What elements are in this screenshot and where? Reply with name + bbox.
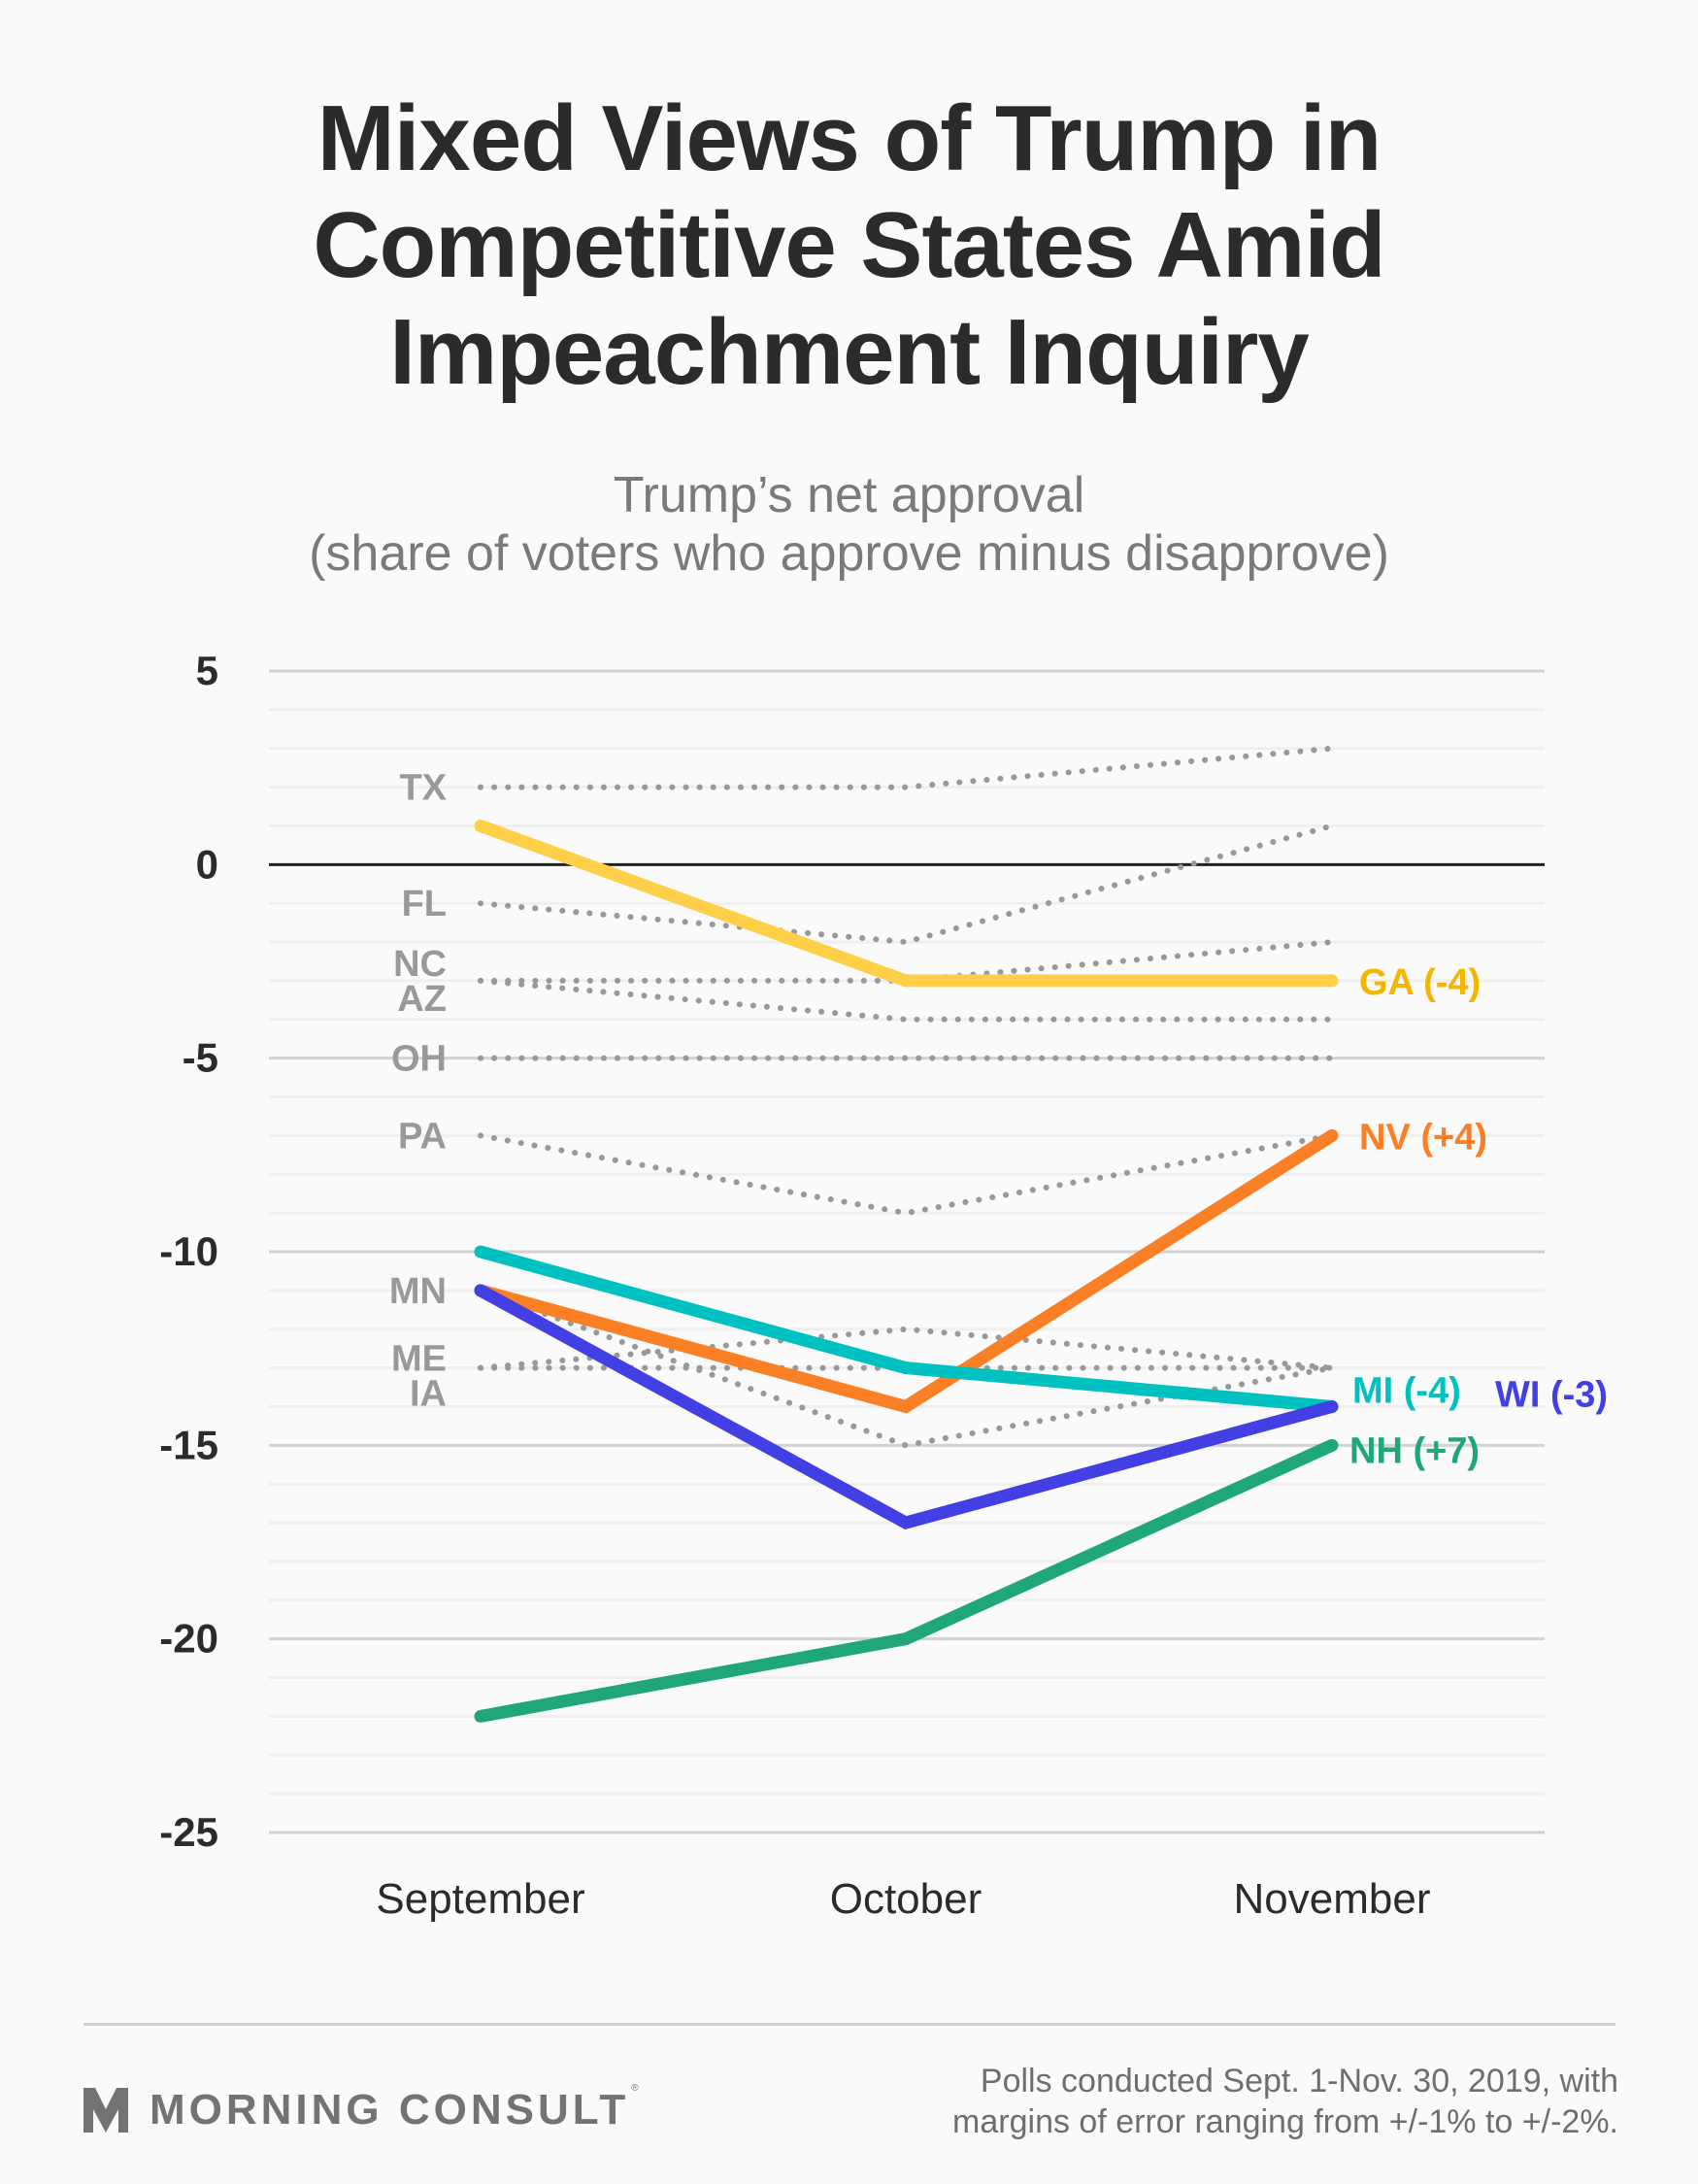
footer-divider <box>83 2023 1615 2026</box>
y-tick-label: -25 <box>159 1809 218 1855</box>
series-end-label-nv: NV (+4) <box>1359 1117 1487 1158</box>
title-line: Impeachment Inquiry <box>389 300 1310 404</box>
series-line-fl <box>478 823 1335 946</box>
series-label-mn: MN <box>389 1271 447 1312</box>
title-line: Competitive States Amid <box>313 193 1385 297</box>
y-tick-label: -15 <box>159 1422 218 1467</box>
note-line: margins of error ranging from +/-1% to +… <box>952 2103 1618 2140</box>
series-line-nv <box>474 1128 1339 1414</box>
series-line-ga <box>474 819 1339 988</box>
morning-consult-m-icon <box>83 2088 128 2133</box>
series-line-nh <box>474 1438 1339 1723</box>
title-line: Mixed Views of Trump in <box>316 86 1382 190</box>
y-tick-label: 0 <box>196 841 218 887</box>
x-tick-label: October <box>830 1875 982 1923</box>
series-line-wi <box>474 1284 1339 1530</box>
x-tick-label: November <box>1234 1875 1431 1923</box>
subtitle-line: (share of voters who approve minus disap… <box>309 525 1389 582</box>
y-tick-label: -5 <box>183 1035 218 1081</box>
series-label-pa: PA <box>398 1116 447 1157</box>
series-line-mi <box>474 1245 1339 1413</box>
methodology-note: Polls conducted Sept. 1-Nov. 30, 2019, w… <box>952 2061 1618 2142</box>
series-line-tx <box>478 745 1335 790</box>
series-label-me: ME <box>391 1339 447 1380</box>
y-tick-label: -20 <box>159 1616 218 1662</box>
note-line: Polls conducted Sept. 1-Nov. 30, 2019, w… <box>980 2063 1618 2100</box>
series-end-label-nh: NH (+7) <box>1349 1430 1480 1471</box>
brand-name: MORNING CONSULT <box>150 2086 630 2134</box>
series-label-fl: FL <box>402 884 447 924</box>
series-label-ia: IA <box>410 1374 447 1415</box>
subtitle-line: Trump’s net approval <box>613 467 1085 523</box>
series-end-label-ga: GA (-4) <box>1359 962 1481 1003</box>
series-label-tx: TX <box>399 768 447 809</box>
chart-title: Mixed Views of Trump in Competitive Stat… <box>0 85 1698 406</box>
y-tick-label: 5 <box>196 648 218 693</box>
series-line-az <box>478 977 1335 1023</box>
series-label-nc: NC <box>393 944 447 985</box>
brand-logo: MORNING CONSULT ® <box>83 2083 639 2137</box>
y-tick-label: -10 <box>159 1228 218 1274</box>
series-end-label-mi: MI (-4) <box>1352 1370 1461 1411</box>
series-label-az: AZ <box>397 979 447 1020</box>
x-tick-label: September <box>376 1875 584 1923</box>
series-end-label-wi: WI (-3) <box>1495 1374 1608 1415</box>
chart-subtitle: Trump’s net approval (share of voters wh… <box>0 466 1698 583</box>
series-label-oh: OH <box>391 1039 447 1080</box>
registered-mark: ® <box>631 2083 639 2094</box>
series-line-me <box>478 1326 1335 1371</box>
